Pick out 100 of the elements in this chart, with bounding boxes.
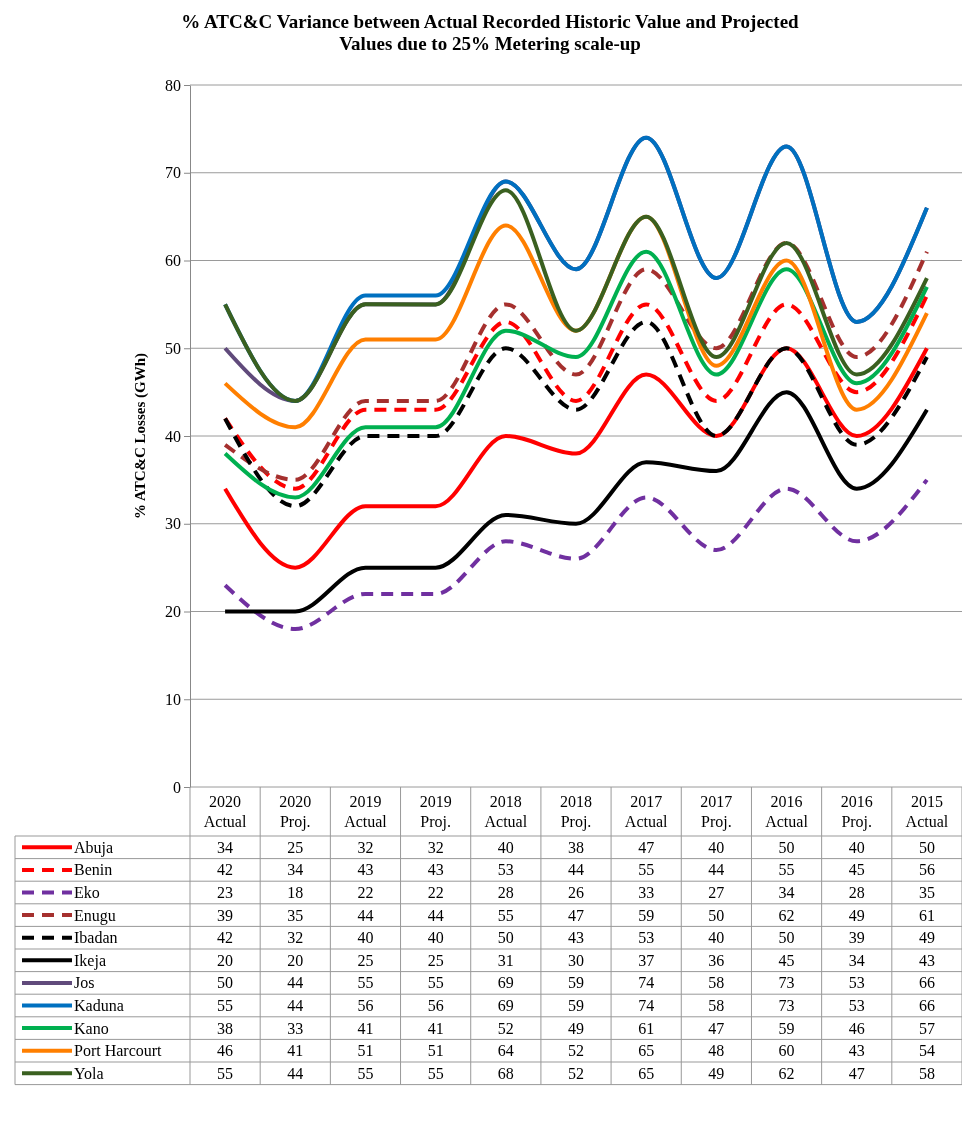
data-label: 22 [427, 884, 444, 901]
data-label: 59 [568, 974, 584, 992]
data-label: 56 [918, 861, 935, 879]
y-tick-label: 70 [165, 164, 181, 182]
data-label: 46 [848, 1019, 865, 1037]
x-tick-label: 2016 Actual [765, 793, 809, 830]
data-label: 59 [638, 906, 655, 924]
data-label: 52 [568, 1042, 584, 1060]
x-tick-label: 2020 Proj. [279, 793, 312, 831]
data-label: 35 [918, 884, 935, 901]
y-tick-label: 40 [165, 427, 181, 445]
data-label: 59 [568, 997, 584, 1014]
data-label: 32 [357, 838, 374, 856]
data-label: 41 [427, 1019, 444, 1037]
legend-label: Port Harcourt [74, 1042, 163, 1060]
legend-label: Jos [74, 974, 95, 992]
data-label: 43 [427, 861, 444, 879]
data-label: 47 [848, 1064, 865, 1082]
data-label: 44 [287, 997, 304, 1014]
data-label: 45 [848, 861, 865, 879]
data-label: 53 [848, 997, 865, 1014]
legend-label: Enugu [74, 906, 116, 925]
data-label: 49 [848, 906, 865, 924]
data-label: 22 [357, 884, 374, 901]
data-label: 44 [357, 906, 374, 924]
data-label: 34 [848, 951, 865, 969]
data-label: 49 [708, 1064, 725, 1082]
data-label: 53 [638, 929, 655, 947]
data-label: 65 [638, 1042, 655, 1060]
legend-label: Yola [74, 1064, 104, 1082]
x-tick-label: 2015 Actual [905, 793, 949, 830]
data-label: 44 [287, 974, 304, 992]
data-label: 36 [708, 951, 725, 969]
data-label: 45 [778, 951, 795, 969]
data-label: 52 [497, 1019, 514, 1037]
data-label: 64 [497, 1042, 514, 1060]
x-tick-label: 2016 Proj. [840, 793, 873, 831]
data-label: 46 [217, 1042, 234, 1060]
data-label: 55 [217, 1064, 234, 1082]
data-label: 73 [778, 974, 795, 992]
x-tick-label: 2018 Proj. [560, 793, 592, 831]
data-label: 69 [497, 997, 514, 1014]
data-label: 48 [708, 1042, 725, 1060]
data-label: 61 [918, 906, 935, 924]
data-label: 41 [357, 1019, 374, 1037]
data-label: 61 [638, 1019, 655, 1037]
line-series [223, 477, 929, 632]
data-label: 74 [638, 974, 655, 992]
data-label: 54 [918, 1042, 935, 1060]
legend-label: Eko [74, 884, 100, 901]
data-label: 39 [217, 906, 234, 924]
data-label: 50 [497, 929, 514, 947]
data-label: 73 [778, 997, 795, 1014]
y-tick-label: 60 [165, 252, 181, 270]
data-label: 38 [217, 1019, 234, 1037]
data-label: 51 [427, 1042, 444, 1060]
data-label: 52 [568, 1064, 584, 1082]
data-label: 30 [568, 951, 584, 969]
y-tick-label: 50 [165, 339, 181, 357]
data-label: 20 [287, 951, 304, 969]
y-tick-label: 20 [165, 603, 181, 621]
data-label: 32 [287, 929, 304, 947]
data-label: 53 [848, 974, 865, 992]
data-label: 42 [217, 929, 234, 947]
data-label: 55 [357, 1064, 374, 1082]
data-label: 32 [427, 838, 444, 856]
y-tick-label: 30 [165, 515, 181, 533]
data-label: 18 [287, 884, 304, 901]
data-label: 50 [708, 906, 725, 924]
data-label: 25 [357, 951, 374, 969]
x-tick-label: 2017 Proj. [700, 793, 733, 831]
data-label: 55 [427, 1064, 444, 1082]
data-label: 34 [217, 838, 234, 856]
y-tick-label: 10 [165, 690, 181, 708]
x-tick-label: 2018 Actual [484, 793, 528, 830]
data-label: 40 [427, 929, 444, 947]
data-label: 27 [708, 884, 725, 901]
data-label: 49 [918, 929, 935, 947]
x-tick-label: 2017 Actual [624, 793, 669, 830]
data-label: 43 [918, 951, 935, 969]
chart-title: % ATC&C Variance between Actual Recorded Historic Value and Projected Values due to 25% Metering scale-up [181, 11, 800, 54]
data-label: 20 [217, 951, 234, 969]
data-label: 25 [287, 838, 304, 856]
line-series [223, 319, 929, 509]
data-label: 51 [357, 1042, 374, 1060]
data-label: 28 [848, 884, 865, 901]
data-label: 44 [427, 906, 444, 924]
data-label: 55 [497, 906, 514, 924]
data-label: 43 [357, 861, 374, 879]
data-label: 34 [287, 861, 304, 879]
data-label: 49 [568, 1019, 584, 1037]
data-label: 66 [918, 974, 935, 992]
data-label: 35 [287, 906, 304, 924]
data-label: 50 [778, 929, 795, 947]
data-label: 50 [778, 838, 795, 856]
data-label: 40 [708, 838, 725, 856]
data-label: 43 [568, 929, 584, 947]
x-tick-label: 2019 Proj. [419, 793, 452, 831]
data-label: 59 [778, 1019, 795, 1037]
data-label: 47 [638, 838, 655, 856]
